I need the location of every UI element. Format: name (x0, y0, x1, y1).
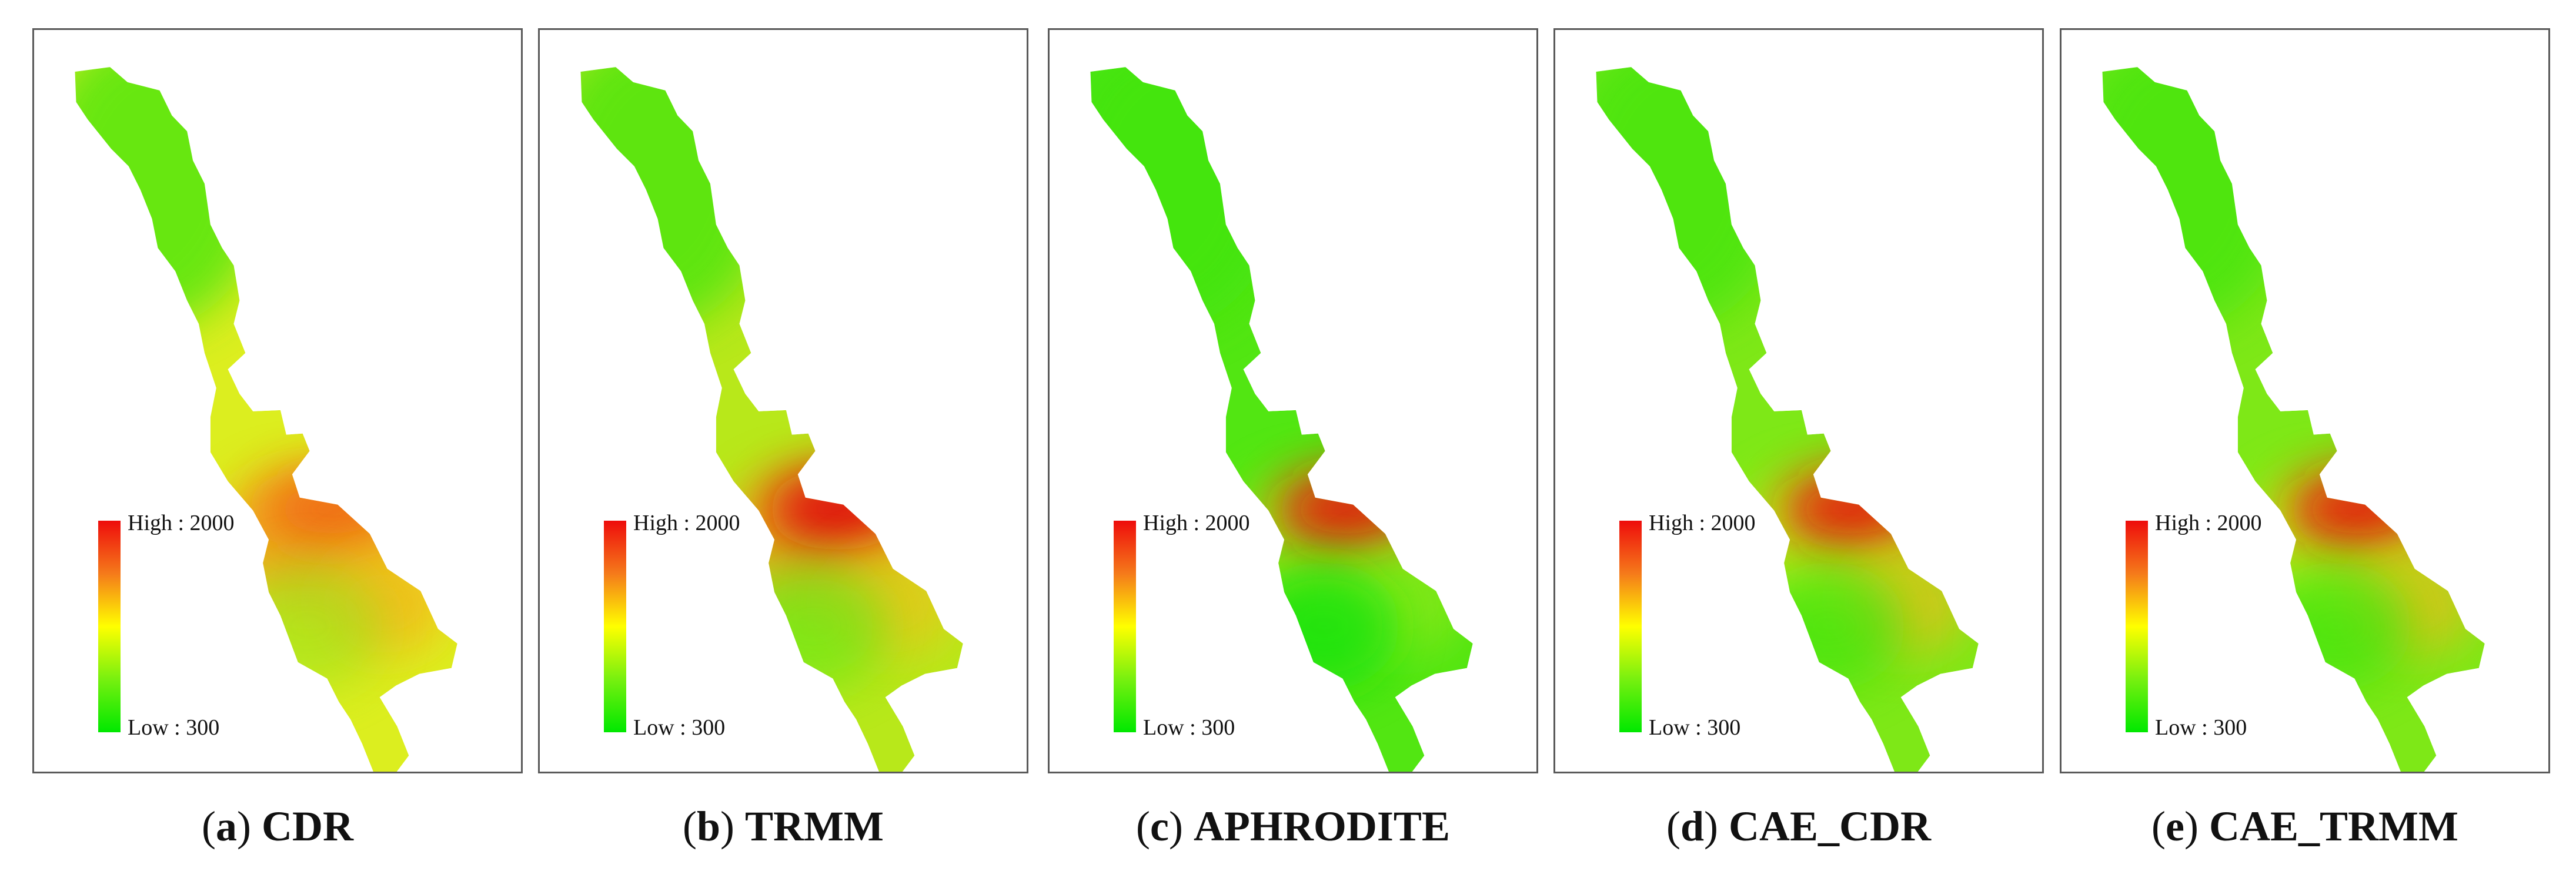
legend-high-label: High : 2000 (2155, 511, 2262, 535)
legend-low-label: Low : 300 (1649, 715, 1741, 740)
map-frame: High : 2000 Low : 300 (32, 28, 523, 773)
map-frame: High : 2000 Low : 300 (2060, 28, 2550, 773)
legend-high-label: High : 2000 (128, 511, 235, 535)
map-frame: High : 2000 Low : 300 (538, 28, 1028, 773)
rainfall-zone (1090, 67, 1284, 329)
basin-map (1090, 67, 1473, 772)
map-panel-d: High : 2000 Low : 300 (d) CAE_CDR (1553, 0, 2059, 888)
color-legend: High : 2000 Low : 300 (2126, 511, 2373, 756)
map-frame: High : 2000 Low : 300 (1553, 28, 2044, 773)
panel-caption: (d) CAE_CDR (1666, 803, 1932, 850)
map-panel-a: High : 2000 Low : 300 (a) CDR (32, 0, 538, 888)
legend-color-bar (98, 521, 121, 732)
color-legend: High : 2000 Low : 300 (1619, 511, 1866, 756)
rainfall-zone (75, 67, 268, 329)
legend-low-label: Low : 300 (633, 715, 726, 740)
legend-color-bar (604, 521, 626, 732)
color-legend: High : 2000 Low : 300 (1114, 511, 1361, 756)
map-panel-c: High : 2000 Low : 300 (c) APHRODITE (1048, 0, 1553, 888)
panel-caption: (b) TRMM (683, 803, 884, 850)
legend-low-label: Low : 300 (2155, 715, 2247, 740)
basin-map (1596, 67, 1979, 772)
legend-high-label: High : 2000 (1143, 511, 1250, 535)
map-frame: High : 2000 Low : 300 (1048, 28, 1538, 773)
basin-map (75, 67, 457, 772)
legend-low-label: Low : 300 (1143, 715, 1235, 740)
legend-low-label: Low : 300 (128, 715, 220, 740)
basin-map (580, 67, 963, 772)
rainfall-zone (580, 67, 774, 329)
rainfall-zone (2102, 67, 2296, 329)
color-legend: High : 2000 Low : 300 (98, 511, 345, 756)
panel-caption: (c) APHRODITE (1136, 803, 1450, 850)
panel-caption: (e) CAE_TRMM (2151, 803, 2458, 850)
basin-map (2102, 67, 2485, 772)
legend-high-label: High : 2000 (1649, 511, 1756, 535)
legend-color-bar (2126, 521, 2148, 732)
legend-high-label: High : 2000 (633, 511, 740, 535)
legend-color-bar (1619, 521, 1642, 732)
rainfall-zone (1596, 67, 1789, 329)
legend-color-bar (1114, 521, 1136, 732)
map-panel-e: High : 2000 Low : 300 (e) CAE_TRMM (2060, 0, 2565, 888)
panel-caption: (a) CDR (202, 803, 353, 850)
map-panel-b: High : 2000 Low : 300 (b) TRMM (538, 0, 1044, 888)
color-legend: High : 2000 Low : 300 (604, 511, 851, 756)
